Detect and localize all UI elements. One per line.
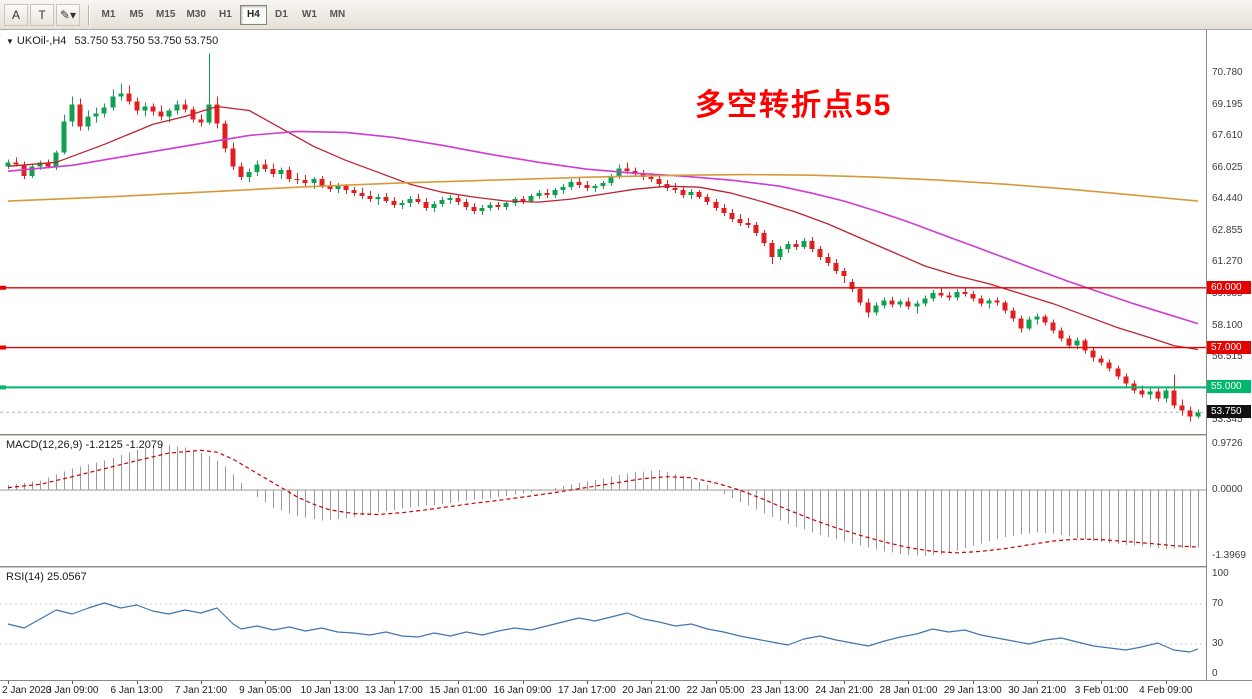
toolbar-separator [88,4,89,25]
time-axis-label: 20 Jan 21:00 [622,685,681,696]
time-axis-label: 2 Jan 2020 [2,685,52,696]
time-axis-tick [651,681,653,684]
time-axis-tick [844,681,846,684]
timeframe-button-M30[interactable]: M30 [186,9,206,20]
time-axis-tick [1165,681,1167,684]
price-tick-label: 64.440 [1212,193,1243,205]
time-axis-label: 16 Jan 09:00 [493,685,552,696]
time-axis-label: 7 Jan 21:00 [174,685,228,696]
price-tick-label: 58.100 [1212,319,1243,331]
rsi-panel[interactable] [0,568,1206,680]
timeframe-button-W1[interactable]: W1 [301,9,317,20]
time-axis-label: 15 Jan 01:00 [429,685,488,696]
time-axis-tick [458,681,460,684]
macd-label: MACD(12,26,9) -1.2125 -1.2079 [6,439,164,451]
price-axis[interactable]: 70.780 69.195 67.610 66.025 64.440 62.855 61.2… [1207,30,1252,680]
macd-scale-label: 0.0000 [1212,483,1243,495]
time-axis-tick [779,681,781,684]
price-tick-label: 61.270 [1212,256,1243,268]
drawing-tools-group: A T ✎▾ [4,3,82,26]
time-axis-label: 30 Jan 21:00 [1008,685,1067,696]
time-axis-label: 4 Feb 09:00 [1139,685,1193,696]
price-level-badge: 57.000 [1207,340,1251,354]
time-axis-label: 22 Jan 05:00 [686,685,745,696]
price-tick-label: 62.855 [1212,224,1243,236]
chart-area[interactable]: ▼ UKOil-,H4 53.750 53.750 53.750 53.750 多空… [0,30,1252,699]
candles-layer [5,53,1201,422]
panel-splitter-rsi[interactable] [0,566,1252,568]
symbol-label: UKOil-,H4 [16,35,67,47]
price-tick-label: 70.780 [1212,67,1243,79]
timeframe-button-H4[interactable]: H4 [239,4,267,25]
toolbar: A T ✎▾ M1 M5 M15 M30 H1 H4 D1 W1 MN [0,0,1252,30]
price-tick-label: 67.610 [1212,130,1243,142]
timeframe-button-MN[interactable]: MN [329,9,346,20]
time-axis-label: 10 Jan 13:00 [300,685,359,696]
cursor-tool-button[interactable]: A [4,3,28,26]
time-axis-tick [522,681,524,684]
timeframe-button-M5[interactable]: M5 [129,9,144,20]
macd-histogram [7,444,1200,557]
macd-signal-line [7,449,1198,554]
macd-scale-label: 0.9726 [1212,437,1243,449]
rsi-scale-label: 70 [1212,598,1224,609]
price-level-badge: 55.000 [1207,380,1251,394]
rsi-label: RSI(14) 25.0567 [6,571,87,583]
price-level-badge: 60.000 [1207,280,1251,294]
time-axis-label: 3 Jan 09:00 [46,685,99,696]
rsi-scale-label: 30 [1212,638,1224,649]
timeframe-button-M15[interactable]: M15 [156,9,176,20]
timeframe-group: M1 M5 M15 M30 H1 H4 D1 W1 MN [95,4,352,25]
ma-fast-red-line [7,105,1199,351]
time-axis-label: 28 Jan 01:00 [879,685,938,696]
timeframe-button-D1[interactable]: D1 [275,9,288,20]
chart-annotation: 多空转折点55 [695,89,893,122]
time-axis-tick [329,681,331,684]
price-tick-label: 66.025 [1212,161,1243,173]
timeframe-button-H1[interactable]: H1 [219,9,232,20]
panel-splitter-macd[interactable] [0,434,1252,436]
chart-symbol-header: ▼ UKOil-,H4 53.750 53.750 53.750 53.750 [6,35,218,47]
time-axis-tick [72,681,74,684]
rsi-line [7,602,1199,653]
ohlc-values: 53.750 53.750 53.750 53.750 [74,35,219,47]
time-axis-label: 29 Jan 13:00 [943,685,1002,696]
time-axis-label: 3 Feb 01:00 [1074,685,1129,696]
main-price-panel[interactable] [0,30,1206,434]
time-axis-label: 6 Jan 13:00 [110,685,163,696]
price-axis-divider [1206,30,1207,680]
time-axis-tick [8,681,9,684]
rsi-scale-label: 100 [1212,568,1229,579]
time-axis-tick [1037,681,1039,684]
time-axis-label: 24 Jan 21:00 [815,685,874,696]
time-axis[interactable]: 2 Jan 2020 3 Jan 09:00 6 Jan 13:00 7 Jan 21… [0,680,1252,699]
ma-slow-orange-line [7,173,1198,202]
timeframe-button-M1[interactable]: M1 [101,9,116,20]
ma-medium-magenta-line [7,130,1199,325]
time-axis-tick [265,681,267,684]
rsi-scale-label: 0 [1212,668,1218,679]
time-axis-tick [1101,681,1103,684]
macd-panel[interactable] [0,436,1206,566]
time-axis-tick [586,681,588,684]
drawing-color-button[interactable]: ✎▾ [56,3,80,26]
price-tick-label: 56.515 [1212,351,1243,363]
time-axis-tick [393,681,395,684]
time-axis-tick [200,681,202,684]
price-tick-label: 53.345 [1212,414,1243,426]
time-axis-label: 23 Jan 13:00 [750,685,809,696]
time-axis-label: 13 Jan 17:00 [364,685,423,696]
time-axis-tick [908,681,910,684]
current-price-badge: 53.750 [1207,405,1251,419]
time-axis-label: 17 Jan 17:00 [557,685,616,696]
price-tick-label: 69.195 [1212,98,1243,110]
macd-scale-label: -1.3969 [1212,549,1246,561]
collapse-icon[interactable]: ▼ [6,37,14,46]
time-axis-tick [715,681,717,684]
time-axis-label: 9 Jan 05:00 [239,685,292,696]
text-tool-button[interactable]: T [30,3,54,26]
time-axis-tick [136,681,138,684]
time-axis-tick [972,681,974,684]
